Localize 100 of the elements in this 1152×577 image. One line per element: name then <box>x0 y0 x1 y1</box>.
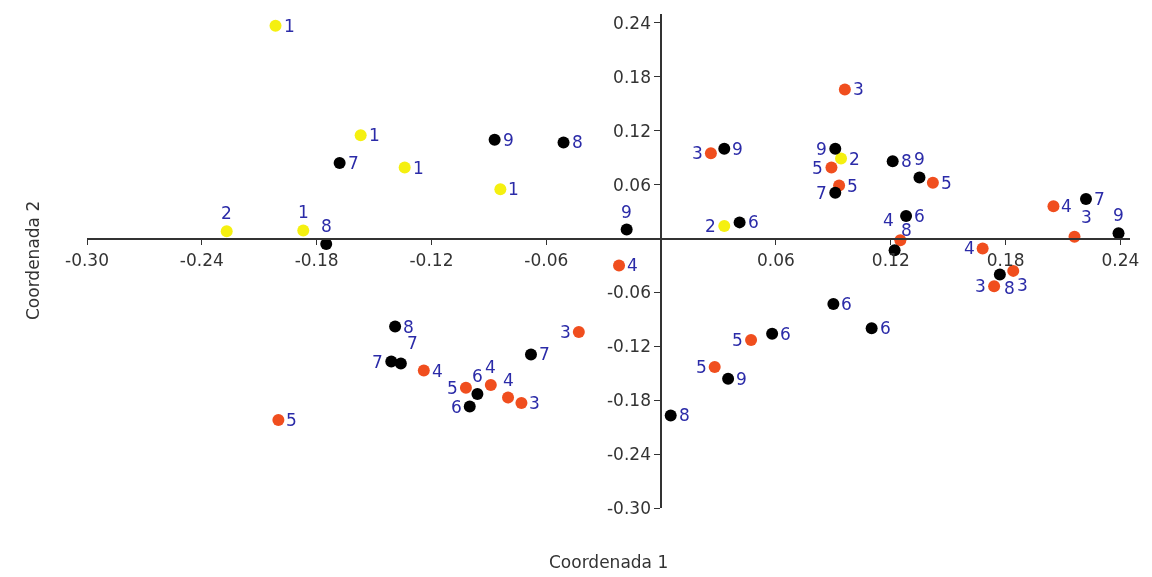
point <box>829 186 842 199</box>
point <box>718 142 731 155</box>
annotation: 9 <box>914 149 925 169</box>
annotation: 5 <box>696 357 707 377</box>
annotation: 4 <box>503 370 514 390</box>
annotation: 6 <box>748 212 759 232</box>
y-tick-label: -0.06 <box>606 282 651 303</box>
annotation: 8 <box>679 405 690 425</box>
point <box>976 242 989 255</box>
point <box>613 259 626 272</box>
annotation: 6 <box>451 397 462 417</box>
annotation: 7 <box>539 344 550 364</box>
annotation: 3 <box>975 276 986 296</box>
annotation: 4 <box>485 357 496 377</box>
annotation: 5 <box>941 173 952 193</box>
point <box>829 142 842 155</box>
annotation: 3 <box>560 322 571 342</box>
y-tick-label: 0.06 <box>613 174 651 195</box>
y-tick-label: 0.24 <box>613 12 651 33</box>
annotation: 6 <box>841 294 852 314</box>
annotation: 9 <box>732 139 743 159</box>
point <box>993 268 1006 281</box>
annotation: 4 <box>1061 196 1072 216</box>
point <box>704 147 717 160</box>
point <box>913 171 926 184</box>
point <box>557 136 570 149</box>
annotation: 4 <box>964 238 975 258</box>
point <box>620 223 633 236</box>
x-tick-label: -0.24 <box>179 249 224 270</box>
point <box>272 413 285 426</box>
point <box>515 396 528 409</box>
x-tick-label: 0.18 <box>986 249 1025 270</box>
annotation: 9 <box>1113 205 1124 225</box>
annotation: 5 <box>447 378 458 398</box>
annotation: 3 <box>853 79 864 99</box>
annotation: 6 <box>780 324 791 344</box>
point <box>525 348 537 361</box>
annotation: 7 <box>348 153 359 173</box>
point <box>269 19 282 32</box>
annotation: 7 <box>372 352 383 372</box>
annotation: 8 <box>1004 278 1015 298</box>
x-tick-label: -0.30 <box>65 249 109 270</box>
point <box>708 360 721 373</box>
point <box>733 216 746 229</box>
point <box>463 400 476 413</box>
annotation: 1 <box>298 202 309 222</box>
annotation: 6 <box>880 318 891 338</box>
point <box>722 372 735 385</box>
annotation: 4 <box>883 210 894 230</box>
y-tick-label: 0.18 <box>613 66 651 87</box>
annotation: 6 <box>472 366 483 386</box>
point <box>394 357 407 370</box>
annotation: 1 <box>413 158 424 178</box>
annotation: 4 <box>432 361 443 381</box>
annotation: 2 <box>849 149 860 169</box>
point <box>502 391 515 404</box>
x-tick-label: 0.06 <box>757 249 795 270</box>
y-tick-label: -0.30 <box>606 497 651 518</box>
point <box>484 378 497 391</box>
point <box>838 83 851 96</box>
x-tick-label: 0.24 <box>1101 249 1140 270</box>
annotation: 3 <box>1017 275 1028 295</box>
annotation: 8 <box>321 216 332 236</box>
point <box>835 152 848 165</box>
point <box>900 210 913 223</box>
point <box>333 157 346 170</box>
annotation: 2 <box>705 216 716 236</box>
annotation: 3 <box>529 393 540 413</box>
point <box>354 129 367 142</box>
annotation: 7 <box>816 183 827 203</box>
point <box>572 325 585 338</box>
annotation: 9 <box>736 369 747 389</box>
point <box>398 161 411 174</box>
x-tick-label: 0.12 <box>871 249 910 270</box>
point <box>926 176 939 189</box>
annotation: 1 <box>369 125 380 145</box>
annotation: 9 <box>621 202 632 222</box>
annotation: 3 <box>1081 207 1092 227</box>
annotation: 5 <box>286 410 297 430</box>
y-tick-label: -0.24 <box>606 444 651 465</box>
point <box>459 381 472 394</box>
annotation: 5 <box>847 176 858 196</box>
point <box>988 280 1001 293</box>
point <box>1047 200 1060 213</box>
x-tick-label: -0.06 <box>524 249 569 270</box>
annotation: 5 <box>812 158 823 178</box>
annotation: 1 <box>284 16 295 36</box>
annotation: 1 <box>508 179 519 199</box>
point <box>745 334 758 347</box>
annotation: 2 <box>221 203 232 223</box>
point <box>417 364 430 377</box>
annotation: 7 <box>1094 189 1105 209</box>
y-axis-title: Coordenada 2 <box>23 200 43 320</box>
y-tick-label: -0.18 <box>606 390 651 411</box>
point <box>471 387 484 400</box>
annotation: 9 <box>816 139 827 159</box>
annotation: 5 <box>732 330 743 350</box>
point <box>220 225 233 238</box>
y-tick-label: -0.12 <box>606 336 651 357</box>
point <box>389 320 402 333</box>
